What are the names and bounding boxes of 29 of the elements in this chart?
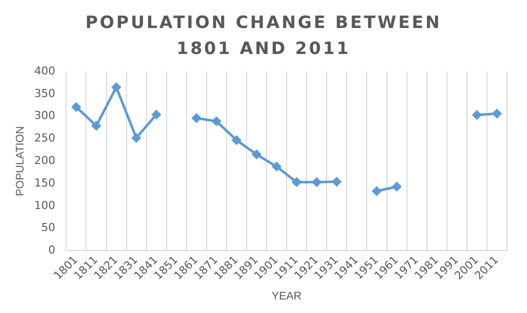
y-tick-label: 150 <box>34 176 56 190</box>
point <box>111 82 122 92</box>
y-tick-label: 50 <box>41 221 56 234</box>
point <box>472 110 482 120</box>
point <box>131 132 142 143</box>
point <box>91 120 102 131</box>
y-tick-label: 200 <box>34 154 56 167</box>
y-tick-label: 300 <box>34 109 56 122</box>
y-axis-title: POPULATION <box>14 126 27 196</box>
point <box>191 113 202 124</box>
point <box>492 108 502 119</box>
point <box>151 110 162 120</box>
y-tick-label: 400 <box>34 64 56 78</box>
point <box>372 186 382 196</box>
point <box>71 102 82 112</box>
point <box>232 135 242 146</box>
point <box>332 176 342 187</box>
x-axis-title: YEAR <box>272 290 302 302</box>
y-tick-label: 0 <box>48 244 56 257</box>
y-tick-label: 100 <box>34 198 56 212</box>
point <box>292 177 302 188</box>
point <box>211 116 222 126</box>
point <box>252 149 262 160</box>
chart-title: POPULATION CHANGE BETWEEN 1801 AND 2011 <box>84 12 443 61</box>
point <box>272 162 282 172</box>
point <box>312 177 322 188</box>
point <box>392 182 402 192</box>
y-tick-label: 350 <box>34 86 56 100</box>
y-tick-label: 250 <box>34 132 56 145</box>
